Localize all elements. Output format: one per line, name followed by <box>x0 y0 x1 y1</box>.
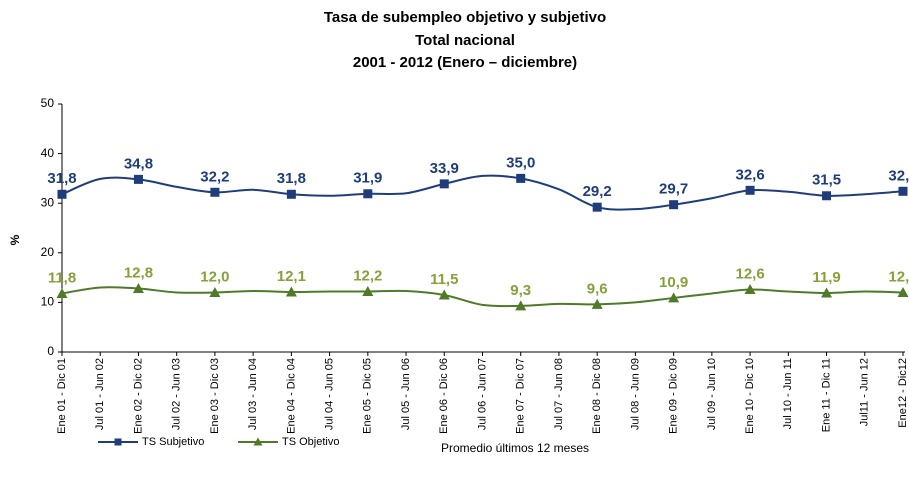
data-label: 32,2 <box>200 168 229 185</box>
x-tick-label: Jul 10 - Jun 11 <box>782 358 794 429</box>
marker <box>438 289 450 300</box>
marker <box>897 286 909 297</box>
x-tick-label: Jul 01 - Jun 02 <box>94 358 106 430</box>
marker <box>744 284 756 295</box>
data-label: 9,3 <box>510 282 531 299</box>
data-label: 12,1 <box>277 268 306 285</box>
data-label: 12,6 <box>735 265 764 282</box>
x-tick-label: Jul 07 - Jun 08 <box>553 358 565 430</box>
data-label: 31,5 <box>812 172 841 189</box>
x-tick-label: Jul 04 - Jun 05 <box>323 358 335 430</box>
y-tick-label: 50 <box>41 96 55 110</box>
marker <box>56 287 68 298</box>
marker <box>114 438 122 446</box>
marker <box>362 285 374 296</box>
x-tick-label: Ene 08 - Dic 08 <box>591 358 603 434</box>
data-label: 29,7 <box>659 181 688 198</box>
data-label: 12,8 <box>124 264 153 281</box>
marker <box>592 202 602 212</box>
chart-subtitle: Total nacional <box>415 32 515 49</box>
data-label: 31,9 <box>353 170 382 187</box>
x-tick-label: Ene 07 - Dic 07 <box>515 358 527 434</box>
data-label: 10,9 <box>659 274 688 291</box>
data-label: 29,2 <box>583 183 612 200</box>
x-tick-label: Ene 11 - Dic 11 <box>820 358 832 432</box>
legend-label: TS Objetivo <box>282 436 339 448</box>
x-tick-label: Jul 02 - Jun 03 <box>171 358 183 430</box>
y-tick-label: 40 <box>41 146 55 160</box>
series-line <box>61 286 904 308</box>
chart-subtitle: 2001 - 2012 (Enero – diciembre) <box>353 54 577 71</box>
marker <box>133 174 143 184</box>
x-tick-label: Jul 05 - Jun 06 <box>400 358 412 430</box>
data-label: 11,9 <box>812 269 840 286</box>
x-tick-label: Jul 06 - Jun 07 <box>476 358 488 430</box>
marker <box>132 283 144 294</box>
marker <box>363 189 373 199</box>
marker <box>209 286 221 297</box>
x-tick-label: Ene 04 - Dic 04 <box>285 358 297 434</box>
marker <box>57 189 67 199</box>
y-tick-label: 0 <box>47 344 54 358</box>
y-tick-label: 20 <box>41 245 55 259</box>
data-label: 12,0 <box>200 268 229 285</box>
chart-title: Tasa de subempleo objetivo y subjetivo <box>324 9 606 26</box>
x-tick-label: Ene12 - Dic12 <box>897 358 909 428</box>
data-label: 32,4 <box>888 167 909 184</box>
y-tick-label: 10 <box>41 295 55 309</box>
marker <box>253 437 263 446</box>
y-tick-label: 30 <box>41 195 55 209</box>
x-axis-label: Promedio últimos 12 meses <box>441 441 589 455</box>
marker <box>285 286 297 297</box>
x-tick-label: Ene 05 - Dic 05 <box>362 358 374 434</box>
x-tick-label: Jul11 - Jun 12 <box>859 358 871 426</box>
marker <box>821 287 833 298</box>
x-tick-label: Ene 03 - Dic 03 <box>209 358 221 434</box>
marker <box>669 200 679 210</box>
marker <box>822 191 832 201</box>
data-label: 31,8 <box>277 170 306 187</box>
y-axis-label: % <box>8 234 22 245</box>
marker <box>515 300 527 311</box>
x-tick-label: Ene 09 - Dic 09 <box>668 358 680 434</box>
marker <box>286 189 296 199</box>
data-label: 12,2 <box>353 267 382 284</box>
marker <box>516 173 526 183</box>
data-label: 35,0 <box>506 154 535 171</box>
marker <box>745 185 755 195</box>
x-tick-label: Jul 08 - Jun 09 <box>629 358 641 430</box>
x-tick-label: Ene 02 - Dic 02 <box>132 358 144 434</box>
marker <box>668 292 680 303</box>
data-label: 11,8 <box>48 269 76 286</box>
marker <box>439 179 449 189</box>
data-label: 32,6 <box>735 166 764 183</box>
data-label: 11,5 <box>430 271 458 288</box>
x-tick-label: Ene 06 - Dic 06 <box>438 358 450 434</box>
series-line <box>61 174 904 211</box>
data-label: 31,8 <box>47 170 76 187</box>
x-tick-label: Ene 01 - Dic 01 <box>56 358 68 434</box>
x-tick-label: Jul 09 - Jun 10 <box>706 358 718 430</box>
marker <box>898 186 908 196</box>
legend-label: TS Subjetivo <box>142 436 204 448</box>
marker <box>591 298 603 309</box>
data-label: 33,9 <box>430 160 459 177</box>
x-tick-label: Jul 03 - Jun 04 <box>247 358 259 430</box>
marker <box>210 187 220 197</box>
x-tick-label: Ene 10 - Dic 10 <box>744 358 756 434</box>
data-label: 9,6 <box>587 280 608 297</box>
data-label: 12,0 <box>888 268 909 285</box>
data-label: 34,8 <box>124 155 153 172</box>
